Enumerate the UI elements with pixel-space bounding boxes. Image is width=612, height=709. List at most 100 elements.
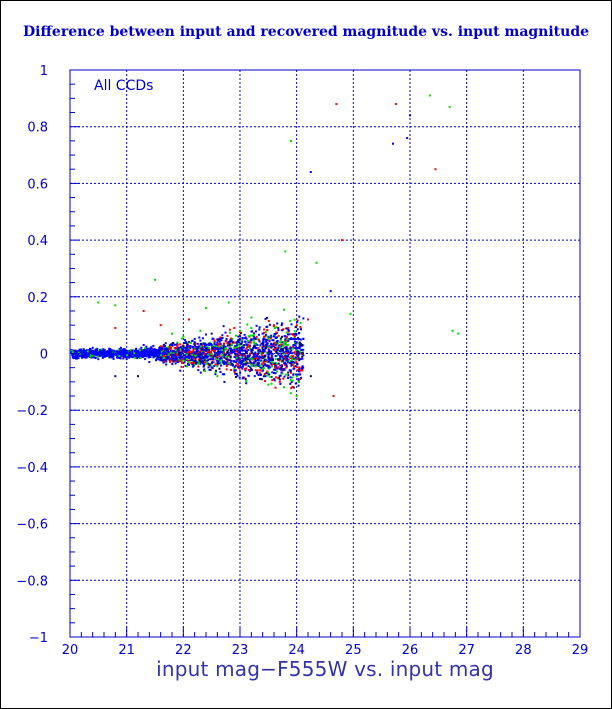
data-point [211,347,214,350]
data-point [76,353,79,356]
data-point [239,332,242,335]
data-point [278,376,281,379]
data-point [276,370,279,373]
data-point [86,350,89,353]
data-point [145,354,148,357]
data-point [75,349,78,352]
data-point [285,355,288,358]
x-tick-label: 22 [175,643,192,658]
data-point [226,361,229,364]
data-point [299,350,302,353]
data-point [274,354,277,357]
data-point [195,361,198,364]
data-point [277,362,280,365]
data-point [250,326,253,329]
data-point [243,352,246,355]
data-point [302,317,305,320]
data-point [298,357,301,360]
data-point [176,351,179,354]
data-point [120,352,123,355]
data-point [203,349,206,352]
data-point [267,383,270,386]
data-point [294,356,297,359]
data-point [215,355,218,358]
data-point [152,348,155,351]
data-point [208,364,211,367]
data-point [287,358,290,361]
data-point [283,354,286,357]
data-point [224,345,227,348]
data-point [269,337,272,340]
data-point [296,373,299,376]
data-point [269,356,272,359]
data-point [135,351,138,354]
data-point [201,337,204,340]
data-point [248,362,251,365]
data-point [239,358,242,361]
data-point [135,348,138,351]
data-point [185,365,188,368]
data-point [207,343,210,346]
data-point [191,365,194,368]
data-point [107,351,110,354]
data-point [181,346,184,349]
data-point [451,329,454,332]
data-point [256,372,258,375]
data-point [244,351,247,354]
data-point [226,352,229,355]
data-point [232,364,235,367]
data-point [267,348,270,351]
data-point [294,326,297,329]
data-point [108,347,111,350]
data-point [180,361,183,364]
data-point [221,337,224,340]
data-point [255,346,258,349]
data-point [212,349,215,352]
data-point [249,361,252,364]
data-point [240,363,243,366]
data-point [291,363,294,366]
data-point [224,347,227,350]
data-point [220,345,223,348]
data-point [213,348,216,351]
data-point [149,351,152,354]
data-point [189,353,192,356]
data-point [196,342,199,345]
data-point [185,356,188,359]
data-point [88,354,91,357]
y-tick-label: −0.8 [16,574,48,589]
data-point [252,364,255,367]
data-point [297,338,300,341]
data-point [296,347,299,350]
data-point [196,355,199,358]
data-point [282,352,285,355]
data-point [281,356,284,359]
data-point [288,352,291,355]
y-tick-label: −0.2 [16,404,48,419]
data-point [92,355,95,358]
data-point [299,378,302,381]
data-point [269,358,272,361]
data-point [255,357,258,360]
data-point [149,350,152,353]
data-point [190,355,193,358]
data-point [194,354,197,357]
data-point [263,350,266,353]
data-point [191,359,194,362]
data-point [174,362,177,365]
data-point [296,350,299,353]
data-point [193,351,196,354]
data-point [103,353,106,356]
data-point [257,356,260,359]
data-point [254,360,257,363]
data-point [87,349,90,352]
data-point [221,334,224,337]
data-point [235,345,238,348]
data-point [180,337,183,340]
data-point [259,349,262,352]
data-point [122,357,125,360]
data-point [80,355,83,358]
data-point [238,348,241,351]
data-point [255,335,258,338]
data-point [294,352,297,355]
